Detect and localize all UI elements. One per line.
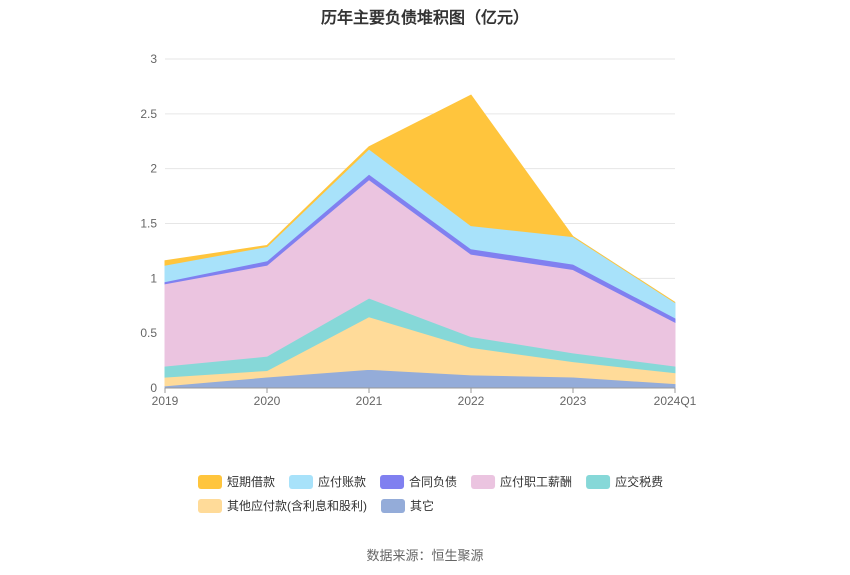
- legend-swatch: [381, 499, 405, 513]
- legend-item[interactable]: 短期借款: [198, 475, 275, 489]
- area-layer: [164, 94, 676, 389]
- area-series-6[interactable]: [164, 94, 676, 303]
- legend-item[interactable]: 其他应付款(含利息和股利): [198, 498, 367, 513]
- legend-label: 应付账款: [318, 474, 366, 489]
- legend-label: 其他应付款(含利息和股利): [227, 498, 367, 513]
- y-tick-label: 2: [150, 162, 157, 176]
- axis-layer: 0 0.5 1 1.5 2 2.5 3 2019 2020 2021 2022 2023 2024Q1: [140, 52, 696, 408]
- legend-swatch: [471, 475, 496, 489]
- legend-label: 应付职工薪酬: [500, 474, 572, 489]
- legend-item[interactable]: 应付职工薪酬: [471, 474, 572, 489]
- legend-label: 应交税费: [615, 474, 663, 489]
- legend-item[interactable]: 应交税费: [586, 474, 663, 489]
- legend-label: 其它: [410, 498, 434, 513]
- legend-item[interactable]: 应付账款: [289, 474, 366, 489]
- x-tick-label: 2022: [458, 394, 485, 408]
- y-tick-label: 2.5: [140, 107, 157, 121]
- legend-label: 合同负债: [409, 474, 457, 489]
- legend-item[interactable]: 合同负债: [380, 474, 457, 489]
- x-tick-label: 2023: [560, 394, 587, 408]
- x-tick-label: 2019: [152, 394, 179, 408]
- chart-title: 历年主要负债堆积图（亿元）: [320, 10, 529, 27]
- legend-swatch: [380, 475, 405, 489]
- y-tick-label: 1.5: [140, 217, 157, 231]
- y-tick-label: 3: [150, 52, 157, 66]
- x-tick-label: 2024Q1: [654, 394, 697, 408]
- source-label: 数据来源：恒生聚源: [366, 548, 484, 563]
- y-tick-label: 1: [150, 271, 157, 285]
- legend-label: 短期借款: [227, 475, 275, 489]
- legend-swatch: [289, 475, 314, 489]
- x-tick-label: 2021: [356, 394, 383, 408]
- legend-swatch: [586, 475, 611, 489]
- y-tick-label: 0.5: [140, 326, 157, 340]
- x-tick-label: 2020: [254, 394, 281, 408]
- y-tick-label: 0: [150, 381, 157, 395]
- legend-item[interactable]: 其它: [381, 498, 434, 513]
- legend-swatch: [198, 499, 222, 513]
- legend-swatch: [198, 475, 222, 489]
